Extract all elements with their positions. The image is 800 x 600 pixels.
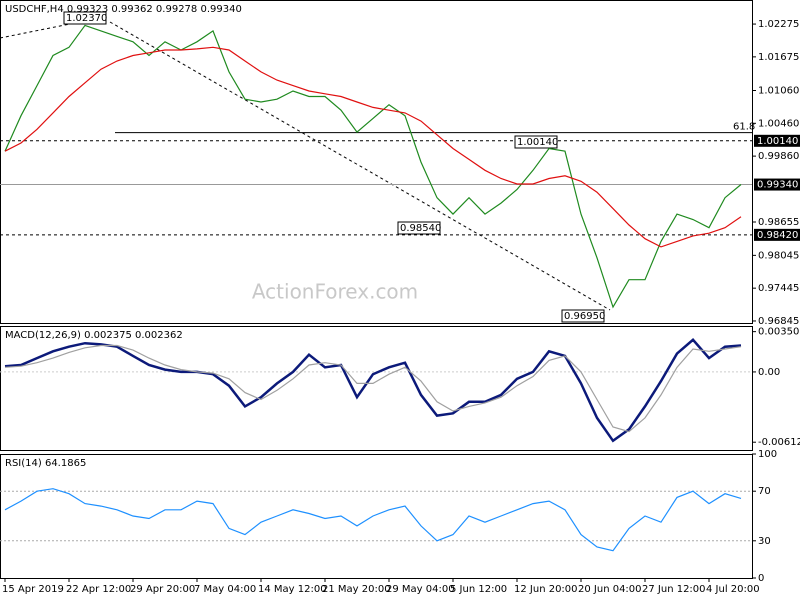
series-line <box>4 24 742 309</box>
level-box <box>754 178 800 191</box>
y-tick-label: 1.01675 <box>758 52 799 63</box>
annotation: 0.98540 <box>400 223 441 234</box>
y-tick-label: 1.01060 <box>758 85 799 96</box>
series-line <box>4 46 742 248</box>
level-label: 1.00140 <box>757 136 798 147</box>
x-tick-label: 20 Jun 04:00 <box>578 584 642 595</box>
panel-title: MACD(12,26,9) 0.002375 0.002362 <box>5 330 183 341</box>
y-tick-label: 30 <box>758 536 771 547</box>
y-tick-label: 1.02275 <box>758 19 799 30</box>
y-tick-label: 0.00 <box>758 367 780 378</box>
x-tick-label: 21 May 20:00 <box>322 584 391 595</box>
y-tick-label: 0.97445 <box>758 283 799 294</box>
annotation: 0.96950 <box>564 311 605 322</box>
y-tick-label: 0.98655 <box>758 217 799 228</box>
y-tick-label: 0 <box>758 573 764 584</box>
x-tick-label: 7 May 04:00 <box>194 584 256 595</box>
watermark: ActionForex.com <box>252 280 418 304</box>
x-tick-label: 5 Jun 12:00 <box>450 584 507 595</box>
y-tick-label: 70 <box>758 486 771 497</box>
panel-frame <box>0 454 753 579</box>
annotation: 1.02370 <box>66 13 107 24</box>
y-tick-label: -0.006121 <box>758 437 800 448</box>
level-box <box>754 134 800 147</box>
y-tick-label: 0.99860 <box>758 151 799 162</box>
x-tick-label: 29 Apr 20:00 <box>130 584 195 595</box>
y-tick-label: 0.96845 <box>758 316 799 327</box>
x-tick-label: 14 May 12:00 <box>258 584 327 595</box>
annotation-box <box>561 309 605 323</box>
level-label: 0.98420 <box>757 230 798 241</box>
y-tick-label: 0.003508 <box>758 327 800 338</box>
trend-line <box>109 21 611 311</box>
panel-frame <box>0 0 753 324</box>
annotation-box <box>63 11 107 25</box>
x-tick-label: 29 May 04:00 <box>386 584 455 595</box>
panel-frame <box>0 326 753 451</box>
fib-label: 61.8 <box>733 122 755 133</box>
annotation-box <box>397 221 441 235</box>
x-tick-label: 22 Apr 12:00 <box>66 584 131 595</box>
x-tick-label: 4 Jul 20:00 <box>706 584 760 595</box>
annotation-box <box>514 135 558 149</box>
panel-title: USDCHF,H4 0.99323 0.99362 0.99278 0.9934… <box>5 4 242 15</box>
x-tick-label: 12 Jun 20:00 <box>514 584 578 595</box>
level-box <box>754 228 800 241</box>
series-line <box>4 338 742 443</box>
x-tick-label: 27 Jun 12:00 <box>642 584 706 595</box>
series-line <box>4 488 742 552</box>
series-line <box>4 344 742 433</box>
y-tick-label: 100 <box>758 449 777 460</box>
level-label: 0.99340 <box>757 180 798 191</box>
y-tick-label: 1.00460 <box>758 118 799 129</box>
annotation: 1.00140 <box>517 137 558 148</box>
panel-title: RSI(14) 64.1865 <box>5 458 86 469</box>
y-tick-label: 0.98045 <box>758 250 799 261</box>
x-tick-label: 15 Apr 2019 <box>2 584 64 595</box>
